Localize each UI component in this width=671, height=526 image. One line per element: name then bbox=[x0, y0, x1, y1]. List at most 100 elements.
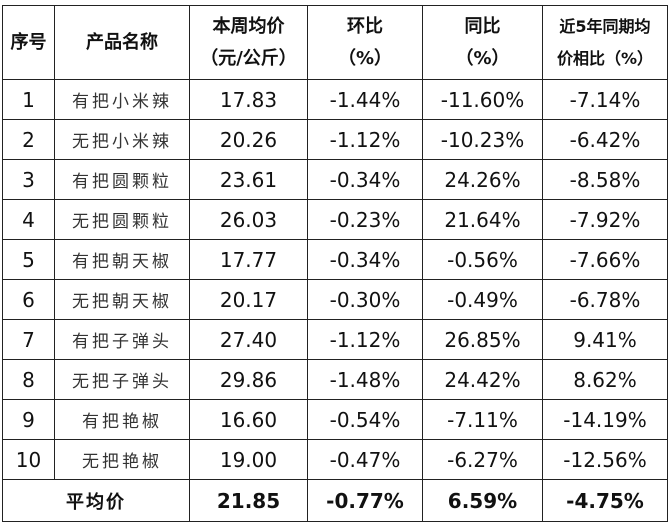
cell: 有把朝天椒 bbox=[54, 239, 190, 280]
header-cell: 环比 （%） bbox=[307, 5, 423, 80]
header-row: 序号 产品名称 本周均价 （元/公斤） 环比 （%） 同比 （%） 近5年同期均 价相比（%） bbox=[2, 5, 668, 80]
cell: 24.42% bbox=[422, 359, 543, 400]
cell-text: 9.41% bbox=[573, 327, 637, 352]
cell-text: 19.00 bbox=[219, 447, 278, 472]
cell: 有把圆颗粒 bbox=[54, 159, 190, 200]
cell: 5 bbox=[2, 239, 55, 280]
cell-text: -1.12% bbox=[329, 127, 401, 152]
cell-text: 23.61 bbox=[219, 167, 278, 192]
cell: -1.12% bbox=[307, 119, 423, 160]
cell-text: 3 bbox=[22, 167, 35, 192]
cell-text: 近5年同期均 bbox=[559, 16, 651, 36]
cell-text: 2 bbox=[22, 127, 35, 152]
cell: 23.61 bbox=[189, 159, 308, 200]
cell: -7.11% bbox=[422, 399, 543, 440]
cell-text: -7.11% bbox=[447, 407, 518, 432]
cell: 6 bbox=[2, 279, 55, 320]
cell-text: -0.47% bbox=[329, 447, 401, 472]
cell-text: -8.58% bbox=[569, 167, 641, 192]
cell: -0.47% bbox=[307, 439, 423, 480]
header-cell: 产品名称 bbox=[54, 5, 190, 80]
cell-text: 8.62% bbox=[573, 367, 637, 392]
cell-text: 产品名称 bbox=[86, 31, 158, 53]
cell-text: 序号 bbox=[10, 31, 47, 53]
cell: 4 bbox=[2, 199, 55, 240]
cell: -7.92% bbox=[542, 199, 668, 240]
cell: 平均价 bbox=[2, 479, 190, 522]
cell: 有把子弹头 bbox=[54, 319, 190, 360]
cell: -6.42% bbox=[542, 119, 668, 160]
data-row: 7 有把子弹头 27.40 -1.12% 26.85% 9.41% bbox=[2, 319, 668, 360]
cell-text: 27.40 bbox=[219, 327, 278, 352]
cell-text: -0.23% bbox=[329, 207, 401, 232]
cell-text: 17.77 bbox=[219, 247, 278, 272]
cell: 无把圆颗粒 bbox=[54, 199, 190, 240]
cell: -4.75% bbox=[542, 479, 668, 522]
cell-text: -7.92% bbox=[569, 207, 641, 232]
cell-text: -14.19% bbox=[563, 407, 647, 432]
cell-text: 16.60 bbox=[219, 407, 278, 432]
cell-text: -6.42% bbox=[569, 127, 641, 152]
cell-text: 价相比（%） bbox=[556, 48, 654, 68]
cell-text: （%） bbox=[455, 47, 510, 69]
cell-text: 7 bbox=[22, 327, 35, 352]
cell-text: 平均价 bbox=[66, 491, 126, 513]
cell: 17.77 bbox=[189, 239, 308, 280]
data-row: 1 有把小米辣 17.83 -1.44% -11.60% -7.14% bbox=[2, 79, 668, 120]
cell-text: 24.42% bbox=[444, 367, 521, 392]
cell-text: -0.77% bbox=[326, 488, 404, 513]
cell: 8 bbox=[2, 359, 55, 400]
cell-text: -6.27% bbox=[447, 447, 518, 472]
cell-text: 20.26 bbox=[219, 127, 278, 152]
cell: -0.54% bbox=[307, 399, 423, 440]
cell: 27.40 bbox=[189, 319, 308, 360]
cell: -0.34% bbox=[307, 159, 423, 200]
cell-text: -4.75% bbox=[566, 488, 644, 513]
cell-text: -1.12% bbox=[329, 327, 401, 352]
cell: 24.26% bbox=[422, 159, 543, 200]
cell: 无把朝天椒 bbox=[54, 279, 190, 320]
cell-text: 有把圆颗粒 bbox=[72, 172, 172, 192]
cell-text: （元/公斤） bbox=[200, 47, 297, 69]
cell: 无把小米辣 bbox=[54, 119, 190, 160]
cell-text: 无把艳椒 bbox=[82, 452, 162, 472]
cell-text: 20.17 bbox=[219, 287, 278, 312]
cell-text: -0.56% bbox=[447, 247, 518, 272]
cell: 20.17 bbox=[189, 279, 308, 320]
cell-text: -1.48% bbox=[329, 367, 401, 392]
cell: 19.00 bbox=[189, 439, 308, 480]
cell-text: -11.60% bbox=[440, 87, 525, 112]
cell-text: （%） bbox=[337, 47, 393, 69]
cell-text: 无把子弹头 bbox=[72, 372, 172, 392]
cell-text: 同比 bbox=[464, 15, 501, 37]
cell-text: -0.34% bbox=[329, 167, 401, 192]
cell-text: 10 bbox=[15, 447, 42, 472]
header-cell: 同比 （%） bbox=[422, 5, 543, 80]
cell-text: 24.26% bbox=[444, 167, 521, 192]
cell: 16.60 bbox=[189, 399, 308, 440]
header-cell: 序号 bbox=[2, 5, 55, 80]
cell-text: 无把小米辣 bbox=[72, 132, 172, 152]
cell-text: 有把小米辣 bbox=[72, 92, 172, 112]
cell-text: 21.85 bbox=[216, 488, 281, 513]
cell-text: 26.03 bbox=[219, 207, 278, 232]
cell: 无把艳椒 bbox=[54, 439, 190, 480]
cell: -12.56% bbox=[542, 439, 668, 480]
cell-text: 有把子弹头 bbox=[72, 332, 172, 352]
cell: 有把小米辣 bbox=[54, 79, 190, 120]
data-row: 10 无把艳椒 19.00 -0.47% -6.27% -12.56% bbox=[2, 439, 668, 480]
cell: -1.48% bbox=[307, 359, 423, 400]
cell: 3 bbox=[2, 159, 55, 200]
cell-text: 5 bbox=[22, 247, 35, 272]
cell: 26.85% bbox=[422, 319, 543, 360]
cell-text: -0.34% bbox=[329, 247, 401, 272]
cell: -1.12% bbox=[307, 319, 423, 360]
cell-text: 8 bbox=[22, 367, 35, 392]
cell-text: 4 bbox=[22, 207, 35, 232]
cell: 无把子弹头 bbox=[54, 359, 190, 400]
cell: -0.34% bbox=[307, 239, 423, 280]
cell: 21.85 bbox=[189, 479, 308, 522]
cell: 9.41% bbox=[542, 319, 668, 360]
cell: 7 bbox=[2, 319, 55, 360]
cell: -0.77% bbox=[307, 479, 423, 522]
